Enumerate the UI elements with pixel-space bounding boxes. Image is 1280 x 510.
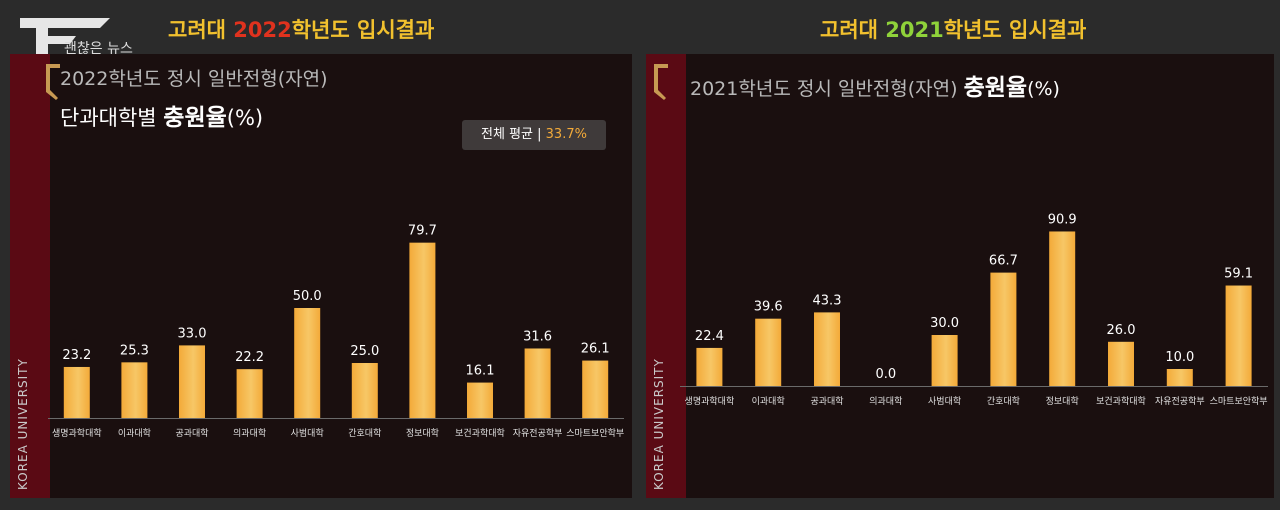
left-chart-value-label: 26.1	[581, 342, 610, 357]
left-average-badge: 전체 평균 | 33.7%	[462, 120, 606, 150]
left-chart-category-label: 의과대학	[233, 428, 266, 439]
right-chart-category-label: 생명과학대학	[685, 396, 735, 407]
left-title-line: 단과대학별 충원율(%)	[60, 105, 264, 131]
right-heading: 고려대 2021학년도 입시결과	[820, 18, 1087, 42]
right-chart-value-label: 30.0	[930, 316, 959, 331]
left-chart-bar	[179, 345, 205, 418]
left-chart-category-label: 자유전공학부	[513, 428, 563, 439]
right-chart-bar	[755, 318, 782, 386]
left-side-bar: KOREA UNIVERSITY	[10, 54, 50, 498]
right-bar-chart: 22.4 생명과학대학 39.6 이과대학 43.3 공과대학 0.0 의과대학 30.0 사범대…	[680, 212, 1268, 407]
left-chart-value-label: 50.0	[293, 289, 322, 304]
left-chart-value-label: 25.3	[120, 343, 149, 358]
right-panel: KOREA UNIVERSITY 2021학년도 정시 일반전형(자연) 충원율…	[646, 54, 1274, 498]
brand-text: 괜찮은 뉴스	[64, 41, 133, 57]
left-heading: 고려대 2022학년도 입시결과	[168, 18, 435, 42]
left-chart-value-label: 33.0	[178, 326, 207, 341]
right-chart-category-label: 의과대학	[869, 396, 902, 407]
left-heading-year: 2022	[233, 18, 292, 42]
left-chart-value-label: 16.1	[466, 364, 495, 379]
left-chart-category-label: 정보대학	[406, 428, 439, 439]
left-chart-bar	[63, 366, 90, 418]
right-chart-value-label: 39.6	[754, 300, 783, 315]
left-bar-chart: 23.2 생명과학대학 25.3 이과대학 33.0 공과대학 22.2 의과대학 50.0 사범…	[48, 224, 624, 439]
left-chart-value-label: 79.7	[408, 224, 437, 239]
right-chart-value-label: 90.9	[1048, 212, 1077, 227]
right-chart-value-label: 43.3	[813, 293, 842, 308]
left-chart-bar	[582, 360, 609, 418]
right-chart-bar	[1166, 369, 1193, 386]
left-bracket-icon	[46, 64, 60, 100]
left-chart-bar	[351, 363, 378, 418]
right-chart-category-label: 공과대학	[810, 396, 843, 407]
right-chart-category-label: 자유전공학부	[1155, 396, 1205, 407]
left-chart-value-label: 22.2	[235, 350, 264, 365]
left-chart-category-label: 공과대학	[175, 428, 208, 439]
left-chart-bar	[409, 242, 436, 418]
left-chart-category-label: 이과대학	[118, 428, 151, 439]
left-subtitle: 2022학년도 정시 일반전형(자연)	[60, 68, 328, 90]
left-chart-category-label: 사범대학	[291, 428, 324, 439]
right-chart-bar	[1108, 341, 1134, 386]
right-chart-bar	[931, 335, 958, 386]
right-chart-category-label: 사범대학	[928, 396, 961, 407]
brand-logo-icon	[20, 18, 110, 60]
left-panel: KOREA UNIVERSITY 2022학년도 정시 일반전형(자연) 단과대…	[10, 54, 632, 498]
right-subtitle: 2021학년도 정시 일반전형(자연) 충원율(%)	[690, 75, 1060, 101]
right-chart-value-label: 66.7	[989, 254, 1018, 269]
right-chart-bar	[990, 272, 1017, 386]
left-chart-value-label: 31.6	[523, 329, 552, 344]
left-chart-bar	[121, 362, 148, 418]
right-chart-category-label: 이과대학	[752, 396, 785, 407]
right-chart-bar	[1225, 285, 1252, 386]
right-chart-value-label: 22.4	[695, 329, 724, 344]
right-chart-value-label: 0.0	[875, 367, 896, 382]
left-chart-category-label: 스마트보안학부	[566, 428, 624, 439]
left-chart-value-label: 25.0	[350, 344, 379, 359]
left-chart-bar	[294, 308, 321, 418]
left-chart-category-label: 간호대학	[348, 428, 381, 439]
left-chart-bar	[524, 348, 551, 418]
left-chart-value-label: 23.2	[62, 348, 91, 363]
right-chart-category-label: 정보대학	[1046, 396, 1079, 407]
right-chart-category-label: 간호대학	[987, 396, 1020, 407]
right-bracket-icon	[654, 64, 668, 100]
right-chart-category-label: 보건과학대학	[1096, 396, 1146, 407]
left-chart-bar	[467, 382, 493, 418]
right-chart-value-label: 10.0	[1165, 350, 1194, 365]
left-chart-bar	[236, 369, 263, 418]
right-chart-bar	[814, 312, 840, 386]
right-chart-value-label: 59.1	[1224, 267, 1253, 282]
left-chart-category-label: 보건과학대학	[455, 428, 505, 439]
right-chart-bar	[1049, 231, 1076, 386]
right-side-bar: KOREA UNIVERSITY	[646, 54, 686, 498]
right-chart-bar	[696, 347, 723, 386]
right-chart-category-label: 스마트보안학부	[1210, 396, 1268, 407]
right-chart-value-label: 26.0	[1107, 323, 1136, 338]
left-chart-category-label: 생명과학대학	[52, 428, 102, 439]
right-heading-year: 2021	[885, 18, 944, 42]
